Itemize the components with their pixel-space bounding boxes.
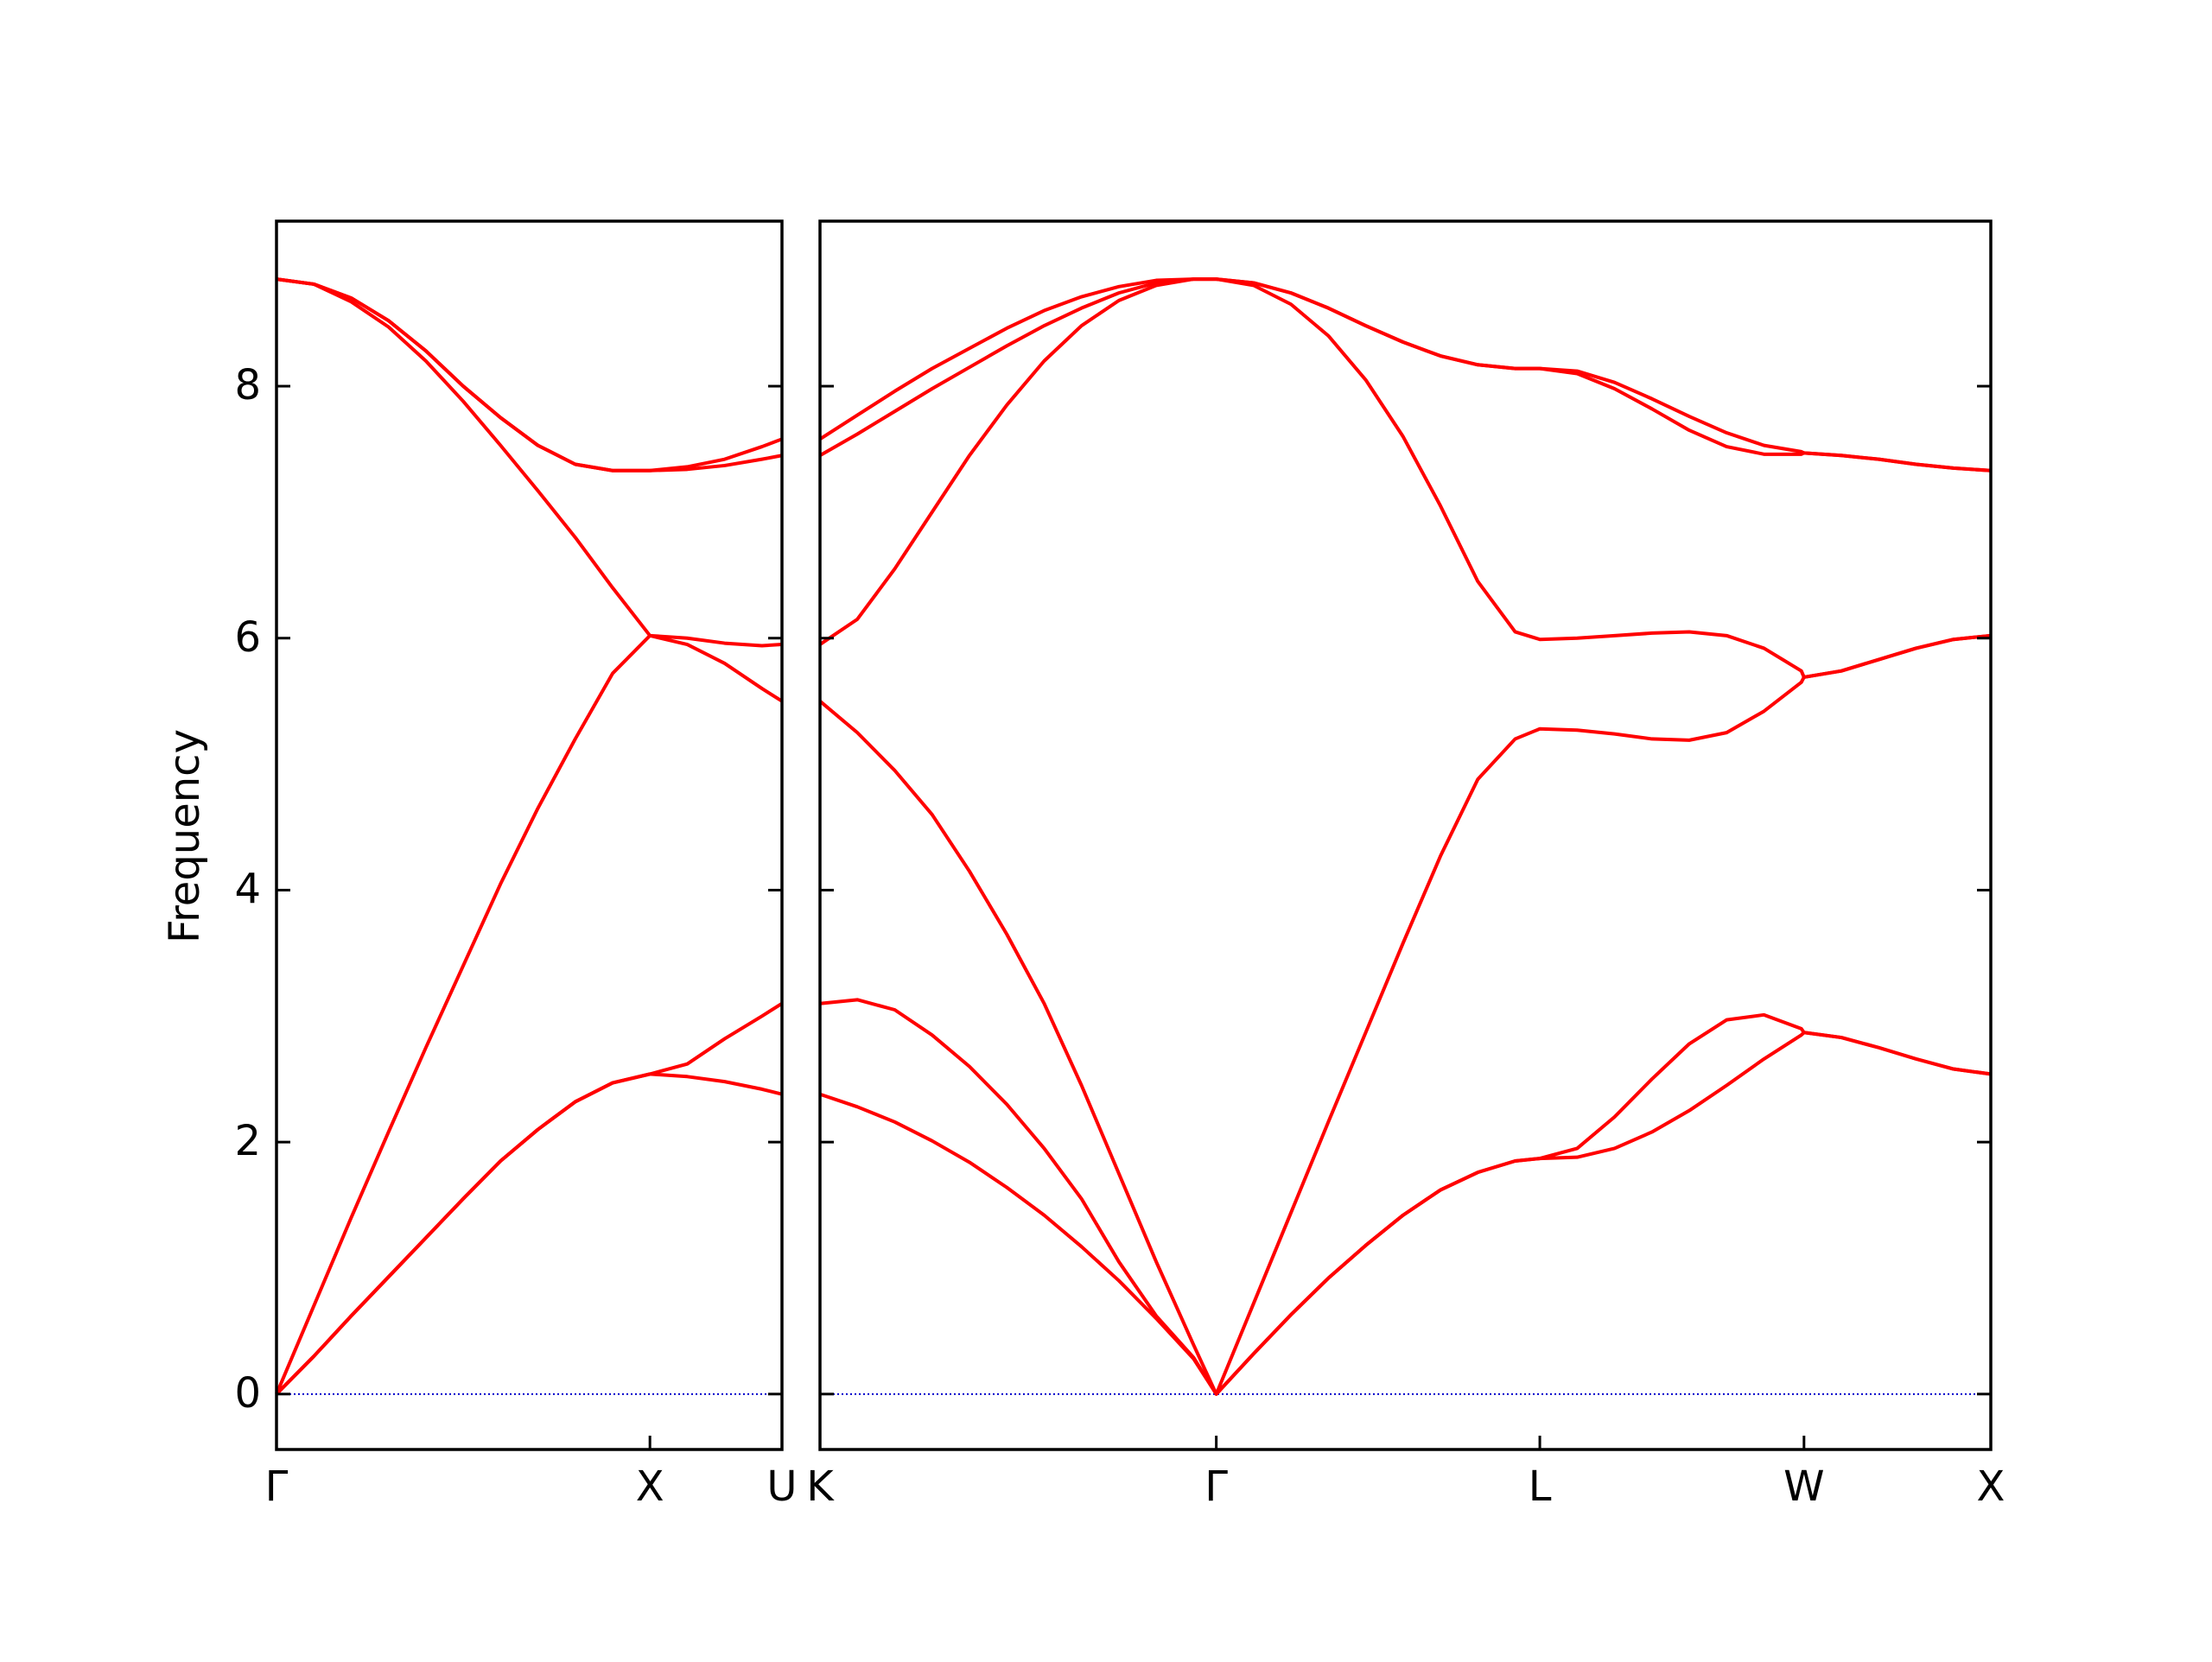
- band-line: [275, 633, 784, 1395]
- x-tick-label: L: [1529, 1462, 1552, 1511]
- y-tick-label: 0: [234, 1369, 261, 1418]
- x-tick-label: K: [806, 1462, 835, 1511]
- plot-frame: [818, 219, 1993, 1451]
- band-line: [819, 998, 1992, 1396]
- y-tick-label: 2: [234, 1117, 261, 1165]
- band-line: [276, 277, 783, 473]
- x-tick-label: X: [1977, 1462, 2005, 1511]
- band-line: [275, 1002, 784, 1396]
- band-line: [276, 277, 783, 473]
- x-tick-label: Γ: [265, 1462, 289, 1511]
- x-tick-label: U: [766, 1462, 797, 1511]
- y-axis-label: Frequency: [161, 729, 209, 943]
- y-tick-label: 8: [234, 361, 261, 409]
- band-line: [818, 277, 1992, 679]
- x-tick-label: X: [636, 1462, 664, 1511]
- y-tick-label: 6: [234, 613, 261, 662]
- band-line: [276, 277, 783, 648]
- y-tick-label: 4: [234, 865, 261, 913]
- x-tick-label: W: [1783, 1462, 1824, 1511]
- band-line: [818, 277, 1992, 473]
- plot-frame: [275, 219, 784, 1451]
- band-line: [275, 1072, 783, 1396]
- x-tick-label: Γ: [1205, 1462, 1228, 1511]
- band-line: [818, 633, 1992, 1396]
